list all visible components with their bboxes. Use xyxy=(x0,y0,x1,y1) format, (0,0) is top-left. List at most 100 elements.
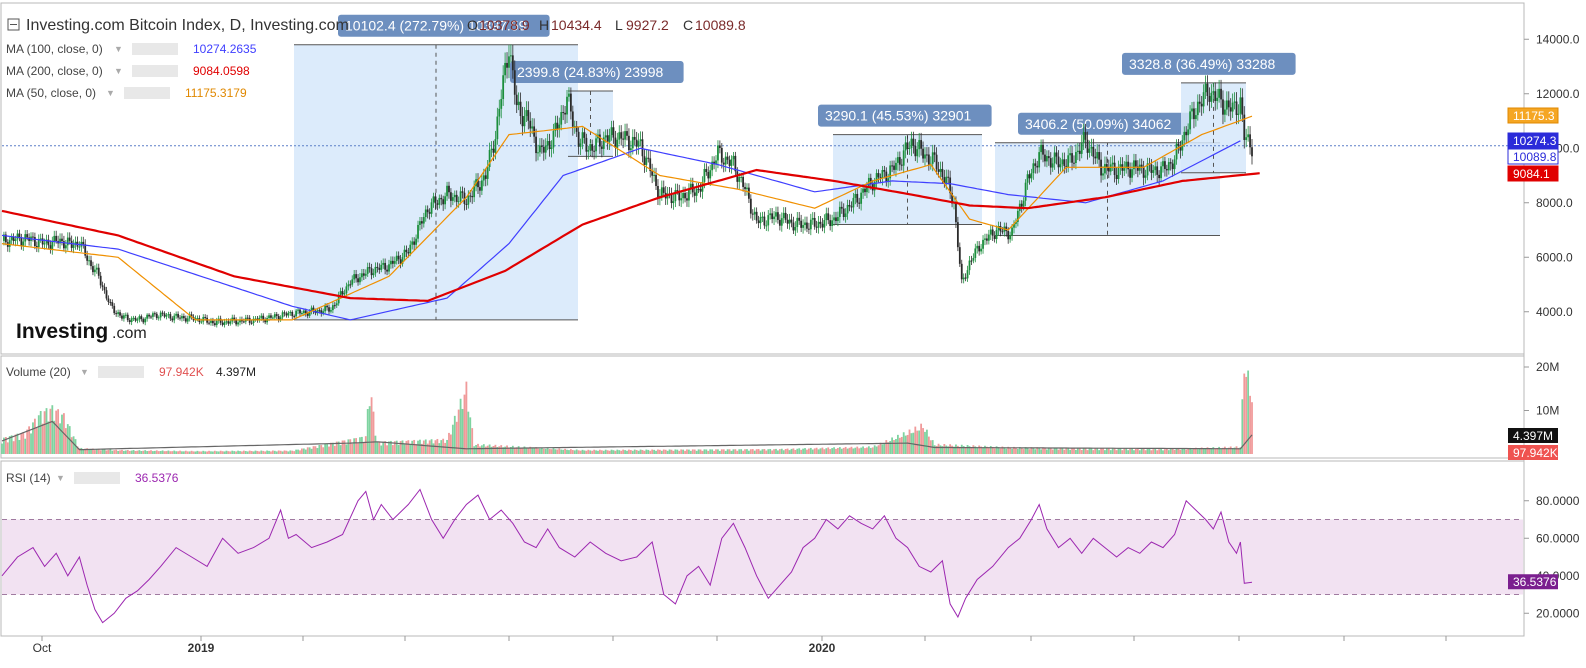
candle-body xyxy=(924,154,926,159)
volume-bar xyxy=(128,450,131,454)
volume-bar xyxy=(374,435,377,454)
volume-bar xyxy=(1148,448,1151,454)
candle-body xyxy=(734,155,737,172)
candle-body xyxy=(678,191,681,201)
volume-bar xyxy=(684,450,686,454)
candle-body xyxy=(626,131,628,136)
rsi-value: 36.5376 xyxy=(135,471,179,485)
candle-body xyxy=(407,252,410,254)
volume-bar xyxy=(223,451,226,454)
candle-body xyxy=(144,318,147,323)
volume-bar xyxy=(41,423,44,454)
candle-body xyxy=(827,213,830,221)
volume-bar xyxy=(330,442,332,454)
ohlc-high-value: 10434.4 xyxy=(551,17,602,33)
ma200-settings-icon[interactable] xyxy=(132,65,178,77)
volume-bar xyxy=(821,447,824,454)
ma100-chevron-icon[interactable]: ▼ xyxy=(114,44,123,54)
candle-body xyxy=(573,126,576,128)
volume-bar xyxy=(523,446,526,454)
volume-settings-icon[interactable] xyxy=(98,366,144,378)
ma50-chevron-icon[interactable]: ▼ xyxy=(106,88,115,98)
candle-body xyxy=(279,317,282,320)
volume-bar xyxy=(273,450,276,454)
candle-body xyxy=(208,322,210,324)
candle-body xyxy=(219,318,222,323)
volume-bar xyxy=(401,440,404,454)
volume-chevron-icon[interactable]: ▼ xyxy=(80,367,89,377)
volume-bar xyxy=(171,451,174,454)
volume-bar xyxy=(413,439,416,454)
volume-bar xyxy=(1158,449,1161,454)
candle-body xyxy=(850,206,853,208)
volume-bars xyxy=(1,370,1253,454)
volume-bar xyxy=(448,432,450,454)
volume-bar xyxy=(1119,448,1122,454)
volume-bar xyxy=(204,451,207,454)
candle-body xyxy=(74,241,77,245)
rsi-legend[interactable]: RSI (14) ▼ 36.5376 xyxy=(6,471,179,485)
volume-bar xyxy=(964,447,967,454)
time-axis-ticks: Oct 2019 2020 xyxy=(33,636,1447,655)
volume-bar xyxy=(558,448,561,454)
range-box[interactable]: 10102.4 (272.79%) 10397.59 xyxy=(294,14,578,321)
volume-bar xyxy=(968,446,971,454)
ma200-legend[interactable]: MA (200, close, 0) ▼ 9084.0598 xyxy=(6,64,250,78)
volume-bar xyxy=(380,445,383,454)
volume-bar xyxy=(1036,447,1039,454)
candle-body xyxy=(237,322,239,325)
volume-bar xyxy=(763,449,766,454)
volume-bar xyxy=(397,444,400,454)
candle-body xyxy=(175,313,178,316)
candle-body xyxy=(359,277,361,283)
volume-bar xyxy=(976,447,979,454)
volume-bar xyxy=(302,448,305,454)
candle-body xyxy=(1051,163,1054,168)
volume-bar xyxy=(1088,448,1091,454)
range-boxes[interactable]: 10102.4 (272.79%) 10397.59 2399.8 (24.83%… xyxy=(294,14,1296,321)
ma100-settings-icon[interactable] xyxy=(132,43,178,55)
volume-bar xyxy=(533,448,536,454)
candle-body xyxy=(599,134,601,147)
ma50-legend[interactable]: MA (50, close, 0) ▼ 11175.3179 xyxy=(6,86,247,100)
chart-title: Investing.com Bitcoin Index, D, Investin… xyxy=(26,17,349,34)
ma100-legend[interactable]: MA (100, close, 0) ▼ 10274.2635 xyxy=(6,42,257,56)
candle-body xyxy=(59,238,61,244)
candle-body xyxy=(844,213,847,218)
range-label-box xyxy=(510,61,684,84)
candle-body xyxy=(264,319,267,323)
candle-body xyxy=(1196,101,1199,116)
volume-legend[interactable]: Volume (20) ▼ 97.942K 4.397M xyxy=(6,365,256,379)
ma50-settings-icon[interactable] xyxy=(124,87,170,99)
volume-bar xyxy=(428,440,431,454)
candle-body xyxy=(1193,108,1195,120)
candle-body xyxy=(41,238,44,245)
candle-body xyxy=(1088,148,1091,153)
candle-body xyxy=(448,185,450,193)
candle-body xyxy=(1185,131,1188,136)
volume-bar xyxy=(1032,447,1035,454)
volume-bar xyxy=(653,449,655,454)
volume-bar xyxy=(1011,448,1013,454)
candle-body xyxy=(66,237,69,246)
range-box[interactable]: 3328.8 (36.49%) 33288 xyxy=(1122,52,1296,174)
ma200-chevron-icon[interactable]: ▼ xyxy=(114,66,123,76)
volume-bar xyxy=(1098,450,1101,454)
candle-body xyxy=(1144,175,1147,178)
candle-body xyxy=(295,310,298,317)
candle-body xyxy=(186,318,189,322)
volume-pane[interactable] xyxy=(0,355,1525,459)
candle-body xyxy=(877,173,880,178)
candle-body xyxy=(606,135,609,142)
volume-bar xyxy=(678,450,681,454)
candle-body xyxy=(293,316,296,318)
candle-body xyxy=(101,285,104,287)
volume-bar xyxy=(244,451,247,454)
volume-bar xyxy=(1038,447,1041,454)
rsi-settings-icon[interactable] xyxy=(74,472,120,484)
volume-bar xyxy=(93,450,96,454)
rsi-chevron-icon[interactable]: ▼ xyxy=(56,473,65,483)
volume-bar xyxy=(984,445,986,454)
candle-body xyxy=(229,321,232,324)
